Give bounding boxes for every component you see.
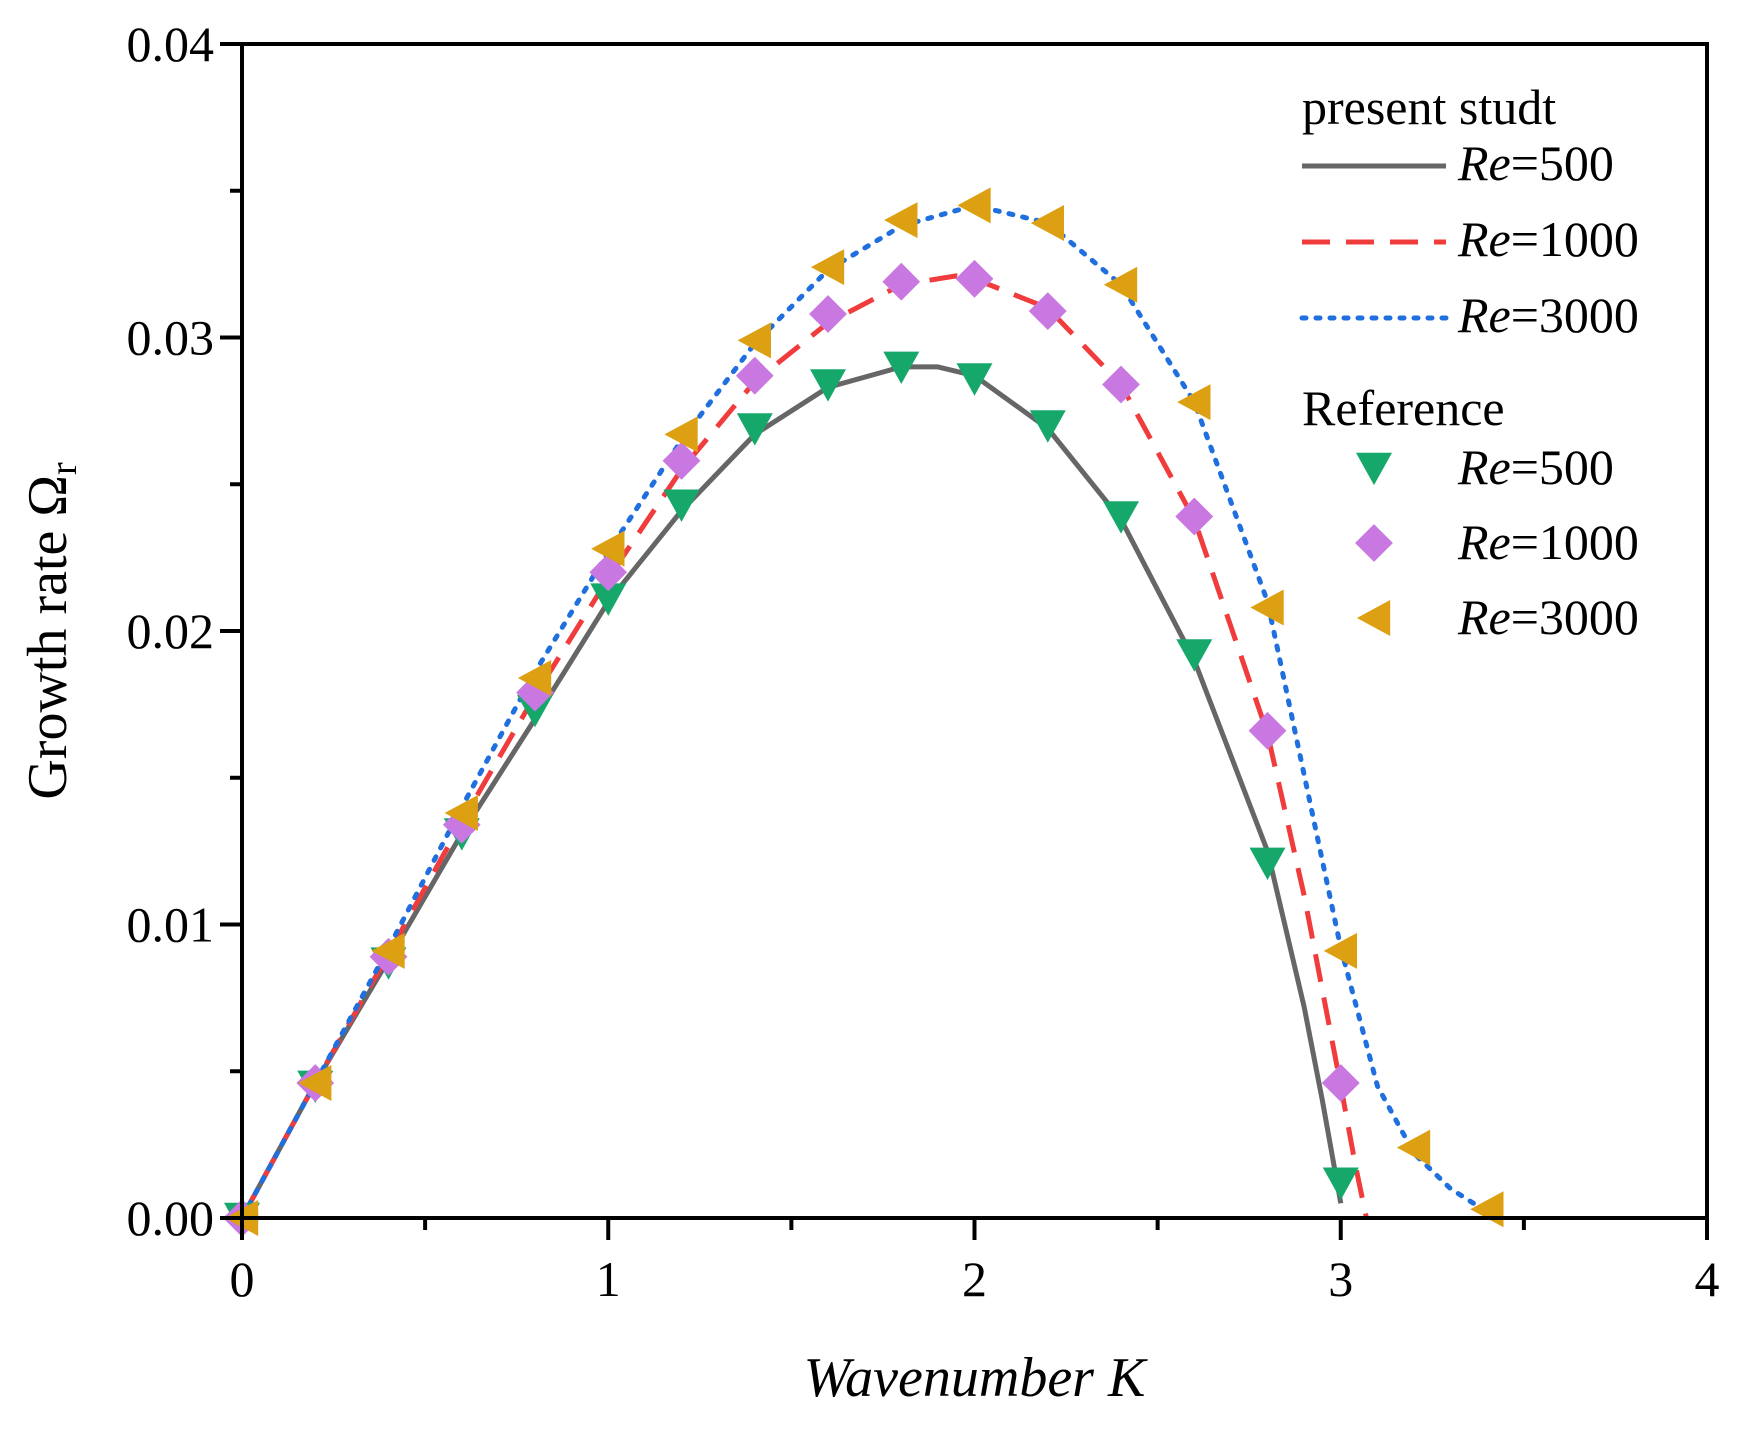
y-axis-title-subscript: r (43, 462, 85, 475)
x-tick-label: 4 (1695, 1251, 1720, 1307)
marker-re-500 (956, 363, 993, 396)
y-tick-label: 0.00 (127, 1190, 215, 1246)
curve-re-500 (239, 364, 1344, 1220)
curve-layer (239, 202, 1498, 1221)
curve-re-1000 (239, 273, 1369, 1220)
x-tick-label: 0 (230, 1251, 255, 1307)
marker-re-3000 (1323, 932, 1357, 969)
marker-re-3000 (1177, 384, 1211, 421)
marker-re-3000 (371, 932, 405, 969)
marker-re-3000 (444, 795, 478, 831)
marker-re-500 (883, 351, 920, 384)
curve-re-3000 (239, 202, 1498, 1221)
legend-marker-swatch (1355, 524, 1393, 562)
marker-re-500 (663, 489, 700, 522)
marker-re-500 (1322, 1167, 1359, 1200)
marker-re-500 (736, 413, 773, 446)
marker-re-1000 (1102, 365, 1140, 404)
legend-label-marker-2: Re=3000 (1457, 589, 1639, 645)
svg-text:Growth rate Ωr: Growth rate Ωr (17, 462, 85, 800)
axis-ticks (220, 42, 1709, 1240)
marker-re-500 (1103, 501, 1139, 534)
marker-re-1000 (1321, 1064, 1360, 1102)
legend-marker-swatch (1356, 452, 1392, 486)
marker-re-1000 (1175, 497, 1214, 536)
marker-re-500 (810, 369, 846, 402)
y-axis-title-text: Growth rate Ω (17, 475, 79, 800)
marker-re-3000 (298, 1065, 332, 1101)
legend-title-reference: Reference (1302, 380, 1505, 436)
x-tick-label: 3 (1328, 1251, 1353, 1307)
marker-re-1000 (662, 441, 701, 480)
marker-re-500 (590, 583, 627, 616)
marker-re-1000 (809, 295, 847, 333)
y-tick-label: 0.01 (127, 897, 215, 953)
marker-re-3000 (884, 202, 918, 239)
marker-re-1000 (955, 259, 994, 298)
marker-re-500 (1249, 847, 1286, 880)
marker-re-3000 (1030, 205, 1064, 241)
marker-re-3000 (664, 416, 698, 453)
marker-re-1000 (882, 262, 921, 301)
x-axis-title: Wavenumber K (804, 1347, 1148, 1409)
legend: present studt Reference Re=500 Re=1000 Re=… (1299, 79, 1639, 645)
y-tick-label: 0.02 (127, 603, 215, 659)
marker-re-3000 (1470, 1191, 1504, 1228)
marker-re-3000 (1396, 1129, 1431, 1166)
marker-re-3000 (1103, 266, 1138, 303)
marker-re-3000 (591, 530, 625, 567)
legend-label-marker-1: Re=1000 (1457, 514, 1639, 570)
y-axis-title: Growth rate Ωr (17, 462, 85, 800)
legend-label-line-1: Re=1000 (1457, 211, 1639, 267)
legend-title-present-study: present studt (1302, 79, 1556, 135)
marker-re-1000 (735, 356, 774, 395)
marker-re-3000 (517, 660, 552, 696)
axis-tick-labels: 0 1 2 3 4 0.00 0.01 0.02 0.03 0.04 (127, 16, 1720, 1307)
x-tick-label: 1 (596, 1251, 621, 1307)
legend-label-line-2: Re=3000 (1457, 287, 1639, 343)
marker-re-500 (1176, 639, 1213, 672)
marker-re-3000 (810, 249, 845, 286)
x-tick-label: 2 (962, 1251, 987, 1307)
y-tick-label: 0.03 (127, 310, 215, 366)
marker-re-3000 (737, 322, 771, 359)
legend-label-marker-0: Re=500 (1457, 439, 1614, 495)
legend-marker-swatch (1356, 600, 1391, 636)
marker-re-1000 (1248, 711, 1287, 750)
marker-re-1000 (1028, 292, 1067, 330)
legend-label-line-0: Re=500 (1457, 135, 1614, 191)
marker-layer (223, 187, 1504, 1237)
y-tick-label: 0.04 (127, 16, 215, 72)
marker-re-3000 (1250, 589, 1284, 626)
marker-re-500 (1029, 410, 1066, 443)
marker-re-3000 (957, 187, 991, 224)
